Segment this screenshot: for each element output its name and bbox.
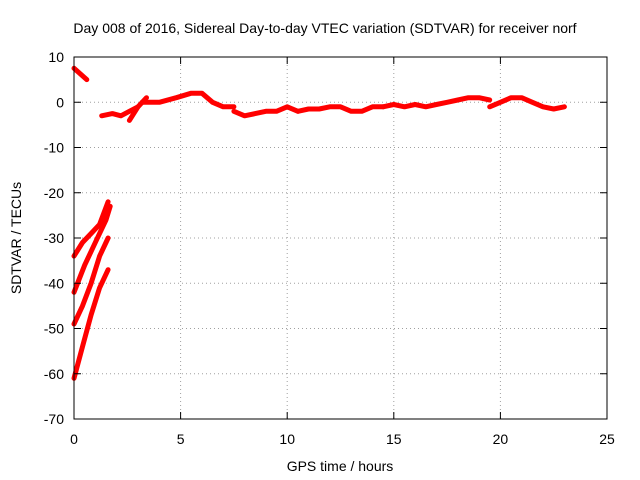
series-line-6 (99, 104, 141, 119)
x-tick-label: 25 (599, 431, 615, 447)
series-line-8 (139, 90, 237, 110)
x-tick-label: 10 (279, 431, 295, 447)
y-tick-label: -70 (44, 411, 64, 427)
x-tick-labels: 0 5 10 15 20 25 (70, 431, 615, 447)
x-axis-label: GPS time / hours (287, 458, 394, 474)
series-line-5 (71, 267, 111, 381)
series-line-4 (71, 235, 111, 327)
chart-title: Day 008 of 2016, Sidereal Day-to-day VTE… (73, 20, 576, 36)
y-tick-label: -40 (44, 275, 64, 291)
series-line-10 (295, 104, 386, 114)
axis-ticks (73, 56, 608, 420)
x-tick-label: 20 (493, 431, 509, 447)
series-line-9 (231, 104, 301, 119)
plot-frame (73, 56, 608, 420)
x-tick-label: 5 (177, 431, 185, 447)
y-axis-label: SDTVAR / TECUs (8, 182, 24, 294)
x-tick-label: 15 (386, 431, 402, 447)
series-line-12 (487, 95, 567, 112)
series-line-1 (71, 65, 90, 83)
series-line-3 (71, 203, 113, 295)
y-tick-label: -50 (44, 321, 64, 337)
y-tick-label: 10 (48, 49, 64, 65)
y-tick-label: -10 (44, 140, 64, 156)
y-tick-label: -20 (44, 185, 64, 201)
y-tick-label: -60 (44, 366, 64, 382)
series-line-11 (380, 95, 493, 110)
y-tick-label: -30 (44, 230, 64, 246)
y-tick-label: 0 (56, 94, 64, 110)
y-tick-labels: 10 0 -10 -20 -30 -40 -50 -60 -70 (44, 49, 64, 427)
series-line-2 (71, 199, 111, 259)
data-series (71, 65, 567, 381)
x-tick-label: 0 (70, 431, 78, 447)
grid (74, 57, 607, 419)
